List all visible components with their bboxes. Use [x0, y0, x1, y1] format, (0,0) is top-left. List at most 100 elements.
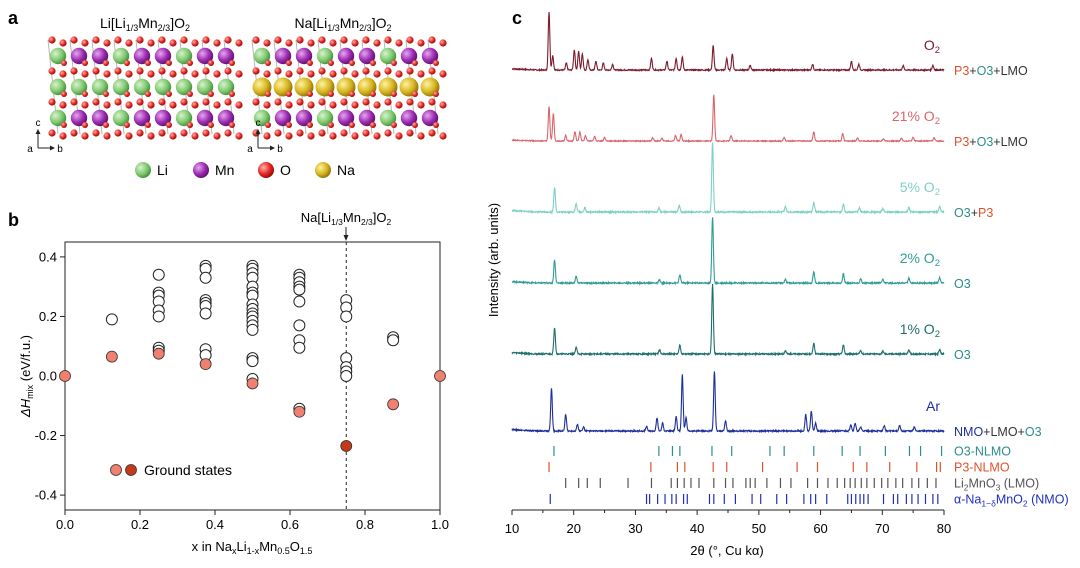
oxygen-atom: [229, 91, 235, 97]
oxygen-atom: [208, 60, 214, 66]
oxygen-atom: [252, 67, 260, 75]
li-atom: [133, 78, 151, 96]
xrd-traces: [511, 11, 945, 434]
oxygen-atom: [340, 36, 348, 44]
mn-atom: [70, 109, 88, 127]
legend-li: Li: [135, 162, 168, 178]
mn-atom: [196, 109, 214, 127]
mn-atom: [70, 47, 88, 65]
mn-atom: [154, 109, 172, 127]
oxygen-atom: [384, 36, 392, 44]
oxygen-atom: [263, 132, 271, 140]
oxygen-atom: [114, 36, 122, 44]
x-tick-label: 70: [875, 521, 889, 536]
oxygen-atom: [166, 91, 172, 97]
oxygen-atom: [103, 122, 109, 128]
oxygen-atom: [274, 129, 282, 137]
svg-text:b: b: [57, 144, 63, 155]
oxygen-atom: [61, 60, 67, 66]
trace-phase-label: O3: [954, 277, 971, 291]
panel-c-letter: c: [512, 8, 522, 28]
panel-b-annotation: Na[Li1/3Mn2/3]O2: [301, 210, 392, 227]
li-atom: [49, 109, 67, 127]
candidate-structure-point: [387, 334, 400, 347]
oxygen-atom: [59, 101, 67, 109]
mn-atom: [274, 109, 292, 127]
oxygen-atom: [229, 60, 235, 66]
oxygen-atom: [340, 67, 348, 75]
trace-phase-label: P3+O3+LMO: [954, 64, 1028, 78]
oxygen-atom: [124, 122, 130, 128]
oxygen-atom: [318, 98, 326, 106]
mn-atom: [91, 47, 109, 65]
oxygen-atom: [417, 101, 425, 109]
oxygen-atom: [329, 70, 337, 78]
oxygen-atom: [328, 91, 334, 97]
ground-state-point: [434, 370, 446, 382]
oxygen-atom: [439, 39, 447, 47]
oxygen-atom: [103, 60, 109, 66]
oxygen-atom: [187, 91, 193, 97]
li-atom: [49, 78, 67, 96]
crystal-structure-li2mno3: [47, 36, 243, 140]
panel-b-points: [59, 259, 446, 452]
oxygen-atom: [318, 36, 326, 44]
candidate-structure-point: [340, 310, 353, 323]
xrd-trace-1: [511, 94, 945, 144]
mn-atom: [295, 47, 313, 65]
legend-o: O: [258, 162, 291, 178]
oxygen-atom: [158, 67, 166, 75]
oxygen-atom: [114, 98, 122, 106]
oxygen-atom: [296, 129, 304, 137]
li-atom: [175, 109, 193, 127]
oxygen-atom: [263, 70, 271, 78]
oxygen-atom: [406, 98, 414, 106]
oxygen-atom: [296, 98, 304, 106]
oxygen-atom: [224, 67, 232, 75]
oxygen-atom: [187, 122, 193, 128]
svg-text:b: b: [277, 144, 283, 155]
oxygen-atom: [235, 101, 243, 109]
svg-text:Li: Li: [157, 162, 168, 178]
oxygen-atom: [202, 129, 210, 137]
oxygen-atom: [351, 132, 359, 140]
candidate-structure-point: [246, 355, 259, 368]
oxygen-atom: [187, 60, 193, 66]
x-tick-label: 50: [752, 521, 766, 536]
li-atom: [112, 47, 130, 65]
svg-text:Ground states: Ground states: [144, 462, 232, 478]
oxygen-atom: [373, 101, 381, 109]
oxygen-atom: [147, 39, 155, 47]
oxygen-atom: [285, 101, 293, 109]
oxygen-atom: [286, 122, 292, 128]
oxygen-atom: [412, 122, 418, 128]
mn-atom: [337, 109, 355, 127]
oxygen-atom: [373, 132, 381, 140]
legend-na: Na: [315, 162, 355, 178]
oxygen-atom: [329, 39, 337, 47]
oxygen-atom: [395, 132, 403, 140]
oxygen-atom: [202, 67, 210, 75]
x-tick-label: 0.2: [131, 517, 149, 532]
oxygen-atom: [125, 132, 133, 140]
oxygen-atom: [125, 101, 133, 109]
oxygen-atom: [428, 36, 436, 44]
oxygen-atom: [147, 70, 155, 78]
mn-atom: [133, 47, 151, 65]
oxygen-atom: [59, 132, 67, 140]
oxygen-atom: [307, 91, 313, 97]
trace-phase-label: O3+P3: [954, 206, 993, 220]
svg-text:a: a: [247, 144, 253, 155]
candidate-structure-point: [199, 271, 212, 284]
oxygen-atom: [145, 60, 151, 66]
li-atom: [112, 78, 130, 96]
oxygen-atom: [229, 122, 235, 128]
ground-state-point: [152, 347, 165, 360]
oxygen-atom: [158, 36, 166, 44]
li-atom: [316, 47, 334, 65]
legend-mn: Mn: [193, 162, 234, 178]
oxygen-atom: [406, 36, 414, 44]
li-atom: [253, 109, 271, 127]
oxygen-atom: [373, 70, 381, 78]
oxygen-atom: [124, 60, 130, 66]
